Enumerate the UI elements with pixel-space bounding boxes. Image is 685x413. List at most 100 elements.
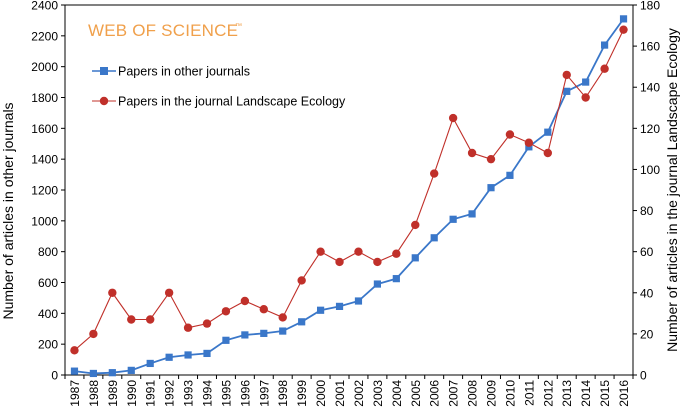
x-tick-label: 2004 <box>390 380 404 407</box>
data-point <box>563 87 571 95</box>
x-tick-label: 2001 <box>333 380 347 407</box>
x-tick-label: 2011 <box>522 380 536 406</box>
legend-marker-square <box>100 67 108 75</box>
x-tick-label: 1995 <box>219 380 233 407</box>
brand-logo: WEB OF SCIENCE ™ <box>88 21 242 40</box>
series-layer <box>70 15 628 378</box>
brand-text: WEB OF SCIENCE <box>88 21 238 40</box>
x-tick-label: 1987 <box>68 380 82 407</box>
data-point <box>222 336 230 344</box>
x-tick-label: 2008 <box>466 380 480 407</box>
legend-label-other-journals: Papers in other journals <box>118 65 250 79</box>
y-tick-label: 600 <box>38 276 58 290</box>
x-tick-label: 2012 <box>541 380 555 407</box>
data-point <box>184 351 192 359</box>
data-point <box>335 302 344 310</box>
y-tick-label: 800 <box>38 245 58 259</box>
x-tick-label: 2010 <box>503 380 517 407</box>
brand-trademark: ™ <box>235 23 242 30</box>
y2-axis-title: Number of articles in the journal Landsc… <box>664 28 680 352</box>
data-point <box>279 327 287 335</box>
y-tick-label: 1400 <box>31 153 58 167</box>
data-point <box>317 306 325 314</box>
left-axis-ticks: 0 200 400 600 800 1000 1200 1400 1600 1800 2000 220… <box>31 0 65 383</box>
x-tick-label: 2015 <box>598 380 612 407</box>
legend-item-landscape-ecology: Papers in the journal Landscape Ecology <box>92 95 346 109</box>
x-tick-label: 1996 <box>238 380 252 407</box>
data-point <box>202 319 212 328</box>
data-point <box>487 184 495 192</box>
data-point <box>70 367 79 375</box>
data-point <box>127 366 135 374</box>
y-tick-label: 1800 <box>31 91 58 105</box>
x-tick-label: 2007 <box>447 380 461 407</box>
y-tick-label: 1000 <box>31 214 58 228</box>
y2-tick-label: 60 <box>640 245 654 259</box>
data-point <box>240 296 250 306</box>
y-tick-label: 0 <box>51 369 58 383</box>
y2-tick-label: 0 <box>640 369 647 383</box>
data-point <box>524 138 534 147</box>
data-point <box>430 169 439 178</box>
x-tick-label: 1991 <box>144 380 158 407</box>
y2-tick-label: 20 <box>640 327 654 341</box>
data-point <box>298 318 306 326</box>
x-axis-ticks: 1987 1988 1989 1990 1991 1992 1993 1994 1995 1996… <box>64 375 634 407</box>
data-point <box>448 113 458 123</box>
data-point <box>203 349 211 358</box>
y2-tick-label: 140 <box>640 81 660 95</box>
x-tick-label: 2003 <box>371 380 385 407</box>
data-point <box>373 257 382 267</box>
y-axis-title: Number of articles in other journals <box>0 102 16 319</box>
data-point <box>297 276 306 285</box>
legend-label-landscape-ecology: Papers in the journal Landscape Ecology <box>118 95 346 109</box>
data-point <box>241 331 249 339</box>
x-tick-label: 2016 <box>617 380 631 407</box>
data-point <box>221 307 231 316</box>
x-tick-label: 2014 <box>579 380 593 407</box>
data-point <box>146 359 154 368</box>
data-point <box>278 313 287 322</box>
x-tick-label: 2005 <box>409 380 423 407</box>
x-tick-label: 1992 <box>163 380 177 407</box>
legend-item-other-journals: Papers in other journals <box>92 65 250 79</box>
data-point <box>89 329 98 339</box>
data-point <box>467 148 477 158</box>
data-point <box>164 288 174 297</box>
right-axis-ticks: 0 20 40 60 80 100 120 140 160 180 <box>633 0 660 383</box>
x-tick-label: 1994 <box>201 380 215 407</box>
data-point <box>619 25 628 34</box>
data-point <box>601 41 609 49</box>
data-point <box>108 369 116 377</box>
data-point <box>430 234 438 242</box>
data-point <box>505 130 515 139</box>
x-tick-label: 1989 <box>106 380 120 407</box>
data-point <box>354 297 363 305</box>
y2-tick-label: 160 <box>640 40 660 54</box>
x-tick-label: 1998 <box>276 380 290 407</box>
y-tick-label: 200 <box>38 338 58 352</box>
data-point <box>543 148 552 158</box>
data-point <box>70 346 79 355</box>
data-point <box>449 215 457 223</box>
data-point <box>562 70 571 80</box>
x-tick-label: 2006 <box>428 380 442 407</box>
y-tick-label: 2400 <box>31 0 58 13</box>
x-tick-label: 1990 <box>125 380 139 407</box>
data-point <box>392 275 400 283</box>
x-tick-label: 2000 <box>314 380 328 407</box>
y2-tick-label: 80 <box>640 204 654 218</box>
y2-tick-label: 120 <box>640 122 660 136</box>
data-point <box>335 257 344 267</box>
x-tick-label: 2009 <box>485 380 499 407</box>
x-tick-label: 1993 <box>182 380 196 407</box>
data-point <box>581 93 590 102</box>
data-point <box>316 247 325 256</box>
y-tick-label: 2200 <box>31 29 58 43</box>
data-point <box>260 329 268 337</box>
legend-marker-circle <box>99 96 109 106</box>
data-point <box>89 369 97 378</box>
data-point <box>259 305 268 314</box>
data-point <box>582 78 590 86</box>
